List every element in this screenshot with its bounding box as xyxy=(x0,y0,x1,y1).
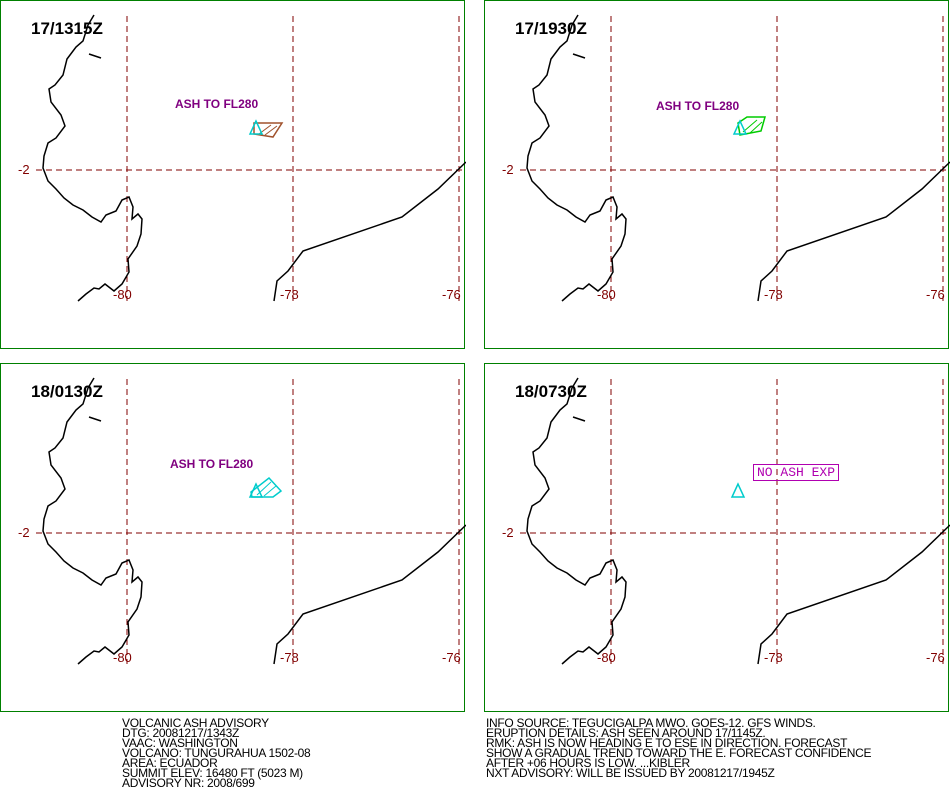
advisory-line: SHOW A GRADUAL TREND TOWARD THE E. FOREC… xyxy=(486,746,872,760)
lon-label: -80 xyxy=(113,287,132,302)
ash-label: ASH TO FL280 xyxy=(175,97,259,111)
ash-label: ASH TO FL280 xyxy=(170,457,254,471)
map-canvas xyxy=(36,14,466,302)
volcano-icon xyxy=(248,482,264,498)
map-panel-2: 17/1930Z ASH TO FL280 -2 -80 -78 -76 xyxy=(484,0,950,349)
advisory-header-block: VOLCANIC ASH ADVISORY DTG: 20081217/1343… xyxy=(122,716,311,790)
lon-label: -80 xyxy=(597,650,616,665)
advisory-line: DTG: 20081217/1343Z xyxy=(122,726,240,740)
lat-label: -2 xyxy=(502,162,514,177)
lat-label: -2 xyxy=(18,162,30,177)
volcano-icon xyxy=(248,119,264,135)
map-canvas xyxy=(36,377,466,665)
coastline xyxy=(42,14,143,302)
lon-label: -78 xyxy=(280,287,299,302)
panel-time: 18/0730Z xyxy=(515,382,587,401)
advisory-line: INFO SOURCE: TEGUCIGALPA MWO. GOES-12. G… xyxy=(486,716,816,730)
coastline-east xyxy=(757,524,950,665)
coastline-east xyxy=(757,161,950,302)
advisory-line: ADVISORY NR: 2008/699 xyxy=(122,776,255,790)
coastline xyxy=(526,377,627,665)
volcano-icon xyxy=(730,482,746,498)
no-ash-label: NO ASH EXP xyxy=(753,464,840,481)
lon-label: -76 xyxy=(926,650,945,665)
advisory-line: AREA: ECUADOR xyxy=(122,756,218,770)
advisory-line: RMK: ASH IS NOW HEADING E TO ESE IN DIRE… xyxy=(486,736,848,750)
coastline xyxy=(526,14,627,302)
lon-label: -78 xyxy=(764,287,783,302)
ash-plume xyxy=(737,116,766,136)
volcano-icon xyxy=(732,119,748,135)
lat-lon-grid xyxy=(36,379,466,664)
coastline-east xyxy=(273,161,466,302)
coastline xyxy=(42,377,143,665)
map-canvas xyxy=(520,14,950,302)
advisory-line: VOLCANIC ASH ADVISORY xyxy=(122,716,269,730)
lat-label: -2 xyxy=(18,525,30,540)
ash-plume xyxy=(250,476,283,498)
lon-label: -80 xyxy=(113,650,132,665)
lat-label: -2 xyxy=(502,525,514,540)
ash-plume xyxy=(253,122,284,138)
map-panel-4: 18/0730Z NO ASH EXP -2 -80 -78 -76 xyxy=(484,363,950,712)
advisory-details-block: INFO SOURCE: TEGUCIGALPA MWO. GOES-12. G… xyxy=(486,716,872,780)
advisory-line: SUMMIT ELEV: 16480 FT (5023 M) xyxy=(122,766,303,780)
advisory-line: VAAC: WASHINGTON xyxy=(122,736,238,750)
advisory-line: ERUPTION DETAILS: ASH SEEN AROUND 17/114… xyxy=(486,726,766,740)
lon-label: -76 xyxy=(926,287,945,302)
panel-time: 17/1930Z xyxy=(515,19,587,38)
lon-label: -80 xyxy=(597,287,616,302)
map-canvas xyxy=(520,377,950,665)
lon-label: -78 xyxy=(764,650,783,665)
panel-time: 17/1315Z xyxy=(31,19,103,38)
ash-label: ASH TO FL280 xyxy=(656,99,740,113)
lon-label: -78 xyxy=(280,650,299,665)
panel-time: 18/0130Z xyxy=(31,382,103,401)
coastline-east xyxy=(273,524,466,665)
map-panel-1: 17/1315Z ASH TO FL280 -2 -80 -78 -76 xyxy=(0,0,466,349)
lat-lon-grid xyxy=(520,379,950,664)
lat-lon-grid xyxy=(520,16,950,301)
advisory-line: VOLCANO: TUNGURAHUA 1502-08 xyxy=(122,746,311,760)
map-panel-3: 18/0130Z ASH TO FL280 -2 -80 -78 -76 xyxy=(0,363,466,712)
lon-label: -76 xyxy=(442,287,461,302)
advisory-line: NXT ADVISORY: WILL BE ISSUED BY 20081217… xyxy=(486,766,775,780)
advisory-line: AFTER +06 HOURS IS LOW. ...KIBLER xyxy=(486,756,690,770)
lon-label: -76 xyxy=(442,650,461,665)
lat-lon-grid xyxy=(36,16,466,301)
